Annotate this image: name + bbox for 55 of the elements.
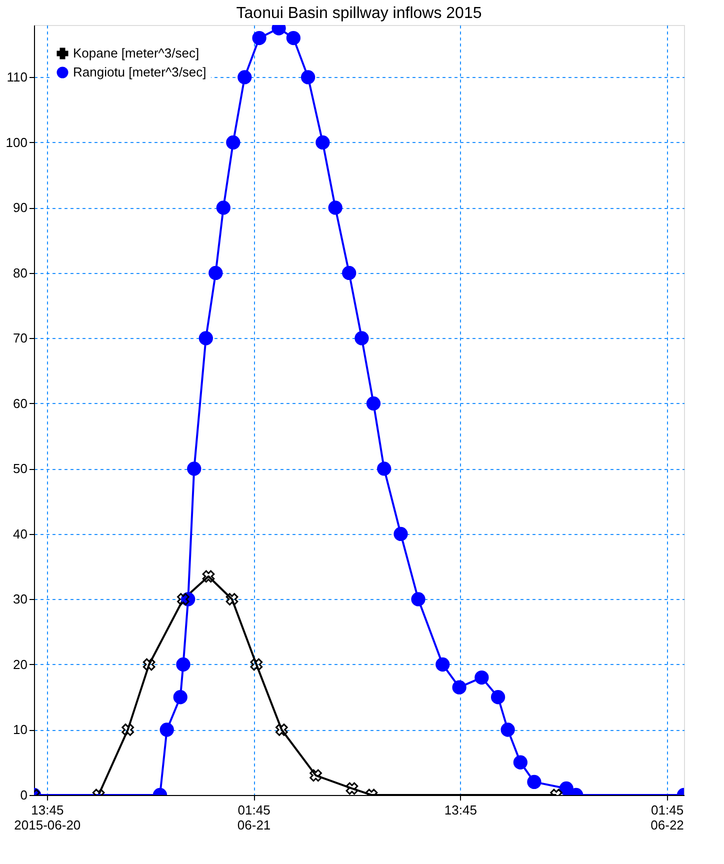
point — [238, 70, 252, 84]
point — [300, 70, 316, 84]
x-tick-label: 13:45 2015-06-20 — [14, 802, 81, 832]
point — [176, 657, 190, 672]
point — [436, 657, 450, 672]
y-tick-label: 10 — [13, 722, 28, 738]
point — [310, 769, 322, 782]
chart-title: Taonui Basin spillway inflows 2015 — [236, 5, 482, 22]
point — [122, 724, 134, 736]
point — [490, 690, 506, 704]
point — [346, 782, 358, 795]
point — [394, 526, 408, 542]
y-tick-label: 30 — [13, 592, 28, 607]
y-tick-label: 40 — [13, 526, 28, 542]
point — [226, 135, 240, 150]
point — [275, 724, 288, 736]
point — [527, 774, 542, 790]
point — [160, 722, 174, 737]
y-tick-label: 0 — [20, 788, 28, 802]
point — [286, 30, 300, 46]
y-tick-label: 20 — [13, 656, 28, 672]
point — [354, 331, 369, 346]
x-tick-label: 13:45 — [444, 802, 477, 818]
point — [208, 266, 223, 280]
point — [316, 135, 330, 150]
point — [177, 593, 190, 606]
point — [216, 200, 230, 215]
point — [142, 658, 156, 671]
y-tick-label: 60 — [13, 396, 28, 411]
y-tick-label: 80 — [13, 265, 28, 280]
legend-label: Kopane [meter^3/sec] — [73, 46, 200, 60]
point — [198, 331, 213, 346]
point — [474, 670, 489, 685]
x-tick-label: 01:45 06-21 — [237, 802, 271, 832]
point — [202, 570, 215, 583]
y-tick-label: 50 — [13, 461, 28, 476]
y-tick-label: 100 — [6, 134, 28, 150]
point — [342, 266, 356, 280]
point — [513, 755, 528, 770]
point — [328, 200, 342, 215]
point — [173, 690, 188, 704]
point — [187, 462, 202, 476]
y-tick-label: 90 — [13, 200, 28, 216]
point — [250, 658, 263, 671]
point — [252, 30, 266, 46]
point — [366, 396, 381, 411]
point — [411, 592, 426, 606]
point — [226, 593, 238, 606]
point — [377, 462, 392, 476]
x-tick-label: 01:45 06-22 — [650, 802, 684, 832]
y-tick-label: 70 — [13, 330, 28, 346]
point — [500, 722, 515, 737]
y-tick-label: 110 — [6, 70, 28, 85]
point — [452, 680, 466, 694]
legend-label: Rangiotu [meter^3/sec] — [73, 64, 206, 80]
